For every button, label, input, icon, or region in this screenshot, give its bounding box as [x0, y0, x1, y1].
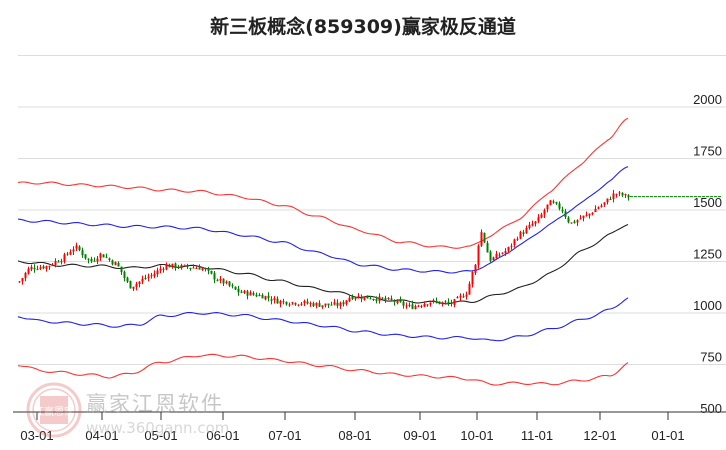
- chart-title: 新三板概念(859309)赢家极反通道: [210, 16, 516, 38]
- channel-bands: [17, 117, 629, 386]
- x-tick-label: 05-01: [144, 428, 177, 443]
- y-tick-label: 1250: [693, 247, 722, 262]
- x-tick-label: 08-01: [338, 428, 371, 443]
- y-tick-label: 1000: [693, 298, 722, 313]
- watermark-url: www.360gann.com: [86, 419, 230, 437]
- x-tick-label: 11-01: [521, 428, 553, 443]
- x-tick-label: 03-01: [20, 428, 53, 443]
- x-tick-label: 01-01: [651, 428, 684, 443]
- y-tick-label: 1500: [693, 195, 722, 210]
- x-tick-label: 06-01: [206, 428, 239, 443]
- candlesticks: [18, 189, 630, 310]
- outer-lower-band: [17, 353, 629, 386]
- middle-line: [17, 223, 629, 305]
- inner-lower-band: [17, 297, 629, 342]
- y-tick-label: 500: [700, 401, 722, 416]
- watermark-brand: 赢家江恩软件: [86, 392, 224, 416]
- outer-upper-band: [17, 117, 629, 249]
- x-tick-label: 07-01: [268, 428, 301, 443]
- gridlines: [18, 55, 726, 365]
- inner-upper-band: [17, 166, 629, 274]
- x-tick-label: 04-01: [85, 428, 118, 443]
- y-tick-label: 750: [700, 350, 722, 365]
- y-tick-label: 2000: [693, 92, 722, 107]
- x-tick-label: 12-01: [583, 428, 616, 443]
- x-tick-label: 10-01: [460, 428, 493, 443]
- y-tick-label: 1750: [693, 144, 722, 159]
- x-tick-label: 09-01: [403, 428, 436, 443]
- axes: 500 750 1000 1250 1500 1750 2000 03-01 04-01 05-0…: [13, 92, 726, 443]
